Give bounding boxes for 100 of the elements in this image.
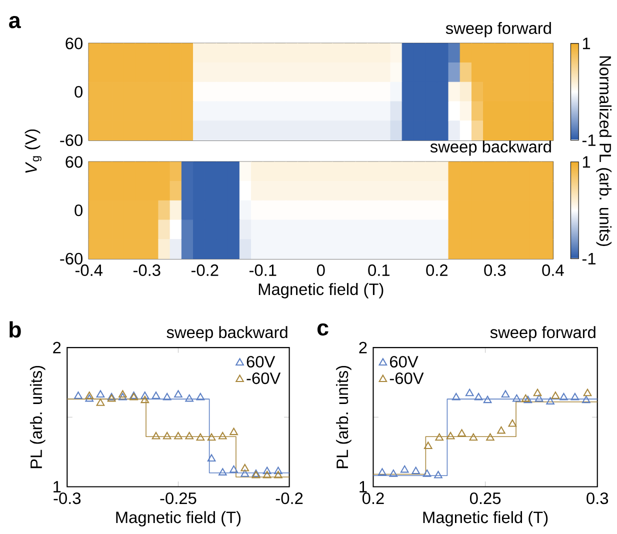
point [152, 391, 160, 399]
point [230, 428, 238, 436]
point [274, 466, 282, 474]
point [521, 394, 530, 402]
point [196, 433, 205, 441]
point [140, 391, 150, 399]
point [262, 466, 272, 474]
point [458, 429, 466, 436]
x-tick-label: -0.25 [160, 492, 196, 504]
chart-title: sweep forward [490, 326, 596, 342]
x-axis-title: Magnetic field (T) [258, 282, 384, 298]
point [501, 390, 510, 398]
color-bar-label: 1 [582, 38, 590, 49]
point [582, 396, 590, 404]
point [474, 392, 483, 400]
point [570, 392, 580, 400]
y-tick-label: 2 [53, 342, 61, 354]
point [422, 469, 432, 477]
point [546, 397, 554, 404]
point [534, 394, 544, 402]
color-bar-label: -1 [582, 252, 596, 264]
point [207, 454, 216, 462]
point [240, 469, 250, 477]
x-tick-label: -0.1 [249, 264, 276, 276]
point [118, 390, 127, 398]
x-tick-label: -0.3 [133, 264, 160, 276]
point [96, 398, 105, 406]
point [74, 391, 82, 399]
point [508, 419, 517, 427]
x-axis-title: Magnetic field (T) [423, 511, 548, 526]
y-axis-title: PL (arb. units) [30, 366, 46, 468]
x-tick-label: -0.2 [276, 492, 303, 504]
y-tick-label: 2 [359, 342, 367, 354]
x-tick-label: 0.3 [586, 492, 608, 504]
legend-label: 60V [246, 356, 276, 368]
text: c [317, 323, 328, 336]
legend-label: -60V [246, 372, 281, 384]
point [185, 394, 194, 402]
x-tick-label: 0.2 [426, 264, 448, 276]
y-tick-label: 0 [74, 86, 82, 98]
x-tick-label: -0.3 [54, 492, 81, 504]
color-bar-label: 1 [582, 156, 590, 168]
point [378, 468, 386, 476]
point [560, 392, 568, 400]
point [274, 470, 282, 478]
y-axis-title: V$_{g}$ (V) [24, 129, 42, 173]
x-axis-title: Magnetic field (T) [116, 511, 241, 526]
point [240, 464, 250, 472]
chart-title: sweep backward [166, 326, 288, 342]
x-tick-label: 0.3 [484, 264, 506, 276]
point [389, 469, 398, 477]
y-axis-title: PL (arb. units) [336, 366, 352, 468]
point [512, 394, 521, 402]
point [434, 470, 442, 478]
point [162, 392, 172, 400]
point [583, 388, 592, 396]
x-tick-label: 0.4 [542, 264, 564, 276]
point [533, 388, 542, 396]
x-tick-label: 0 [316, 264, 325, 276]
color-bar-title: Normalized PL (arb. units) [596, 56, 612, 246]
point [207, 433, 216, 441]
y-tick-label: 60 [66, 38, 82, 50]
point [162, 432, 172, 440]
point [196, 392, 205, 400]
point [174, 390, 182, 398]
point [185, 432, 194, 440]
point [486, 433, 494, 441]
point [118, 392, 127, 400]
chart-title: sweep forward [446, 22, 551, 38]
chart-title: sweep backward [430, 140, 551, 156]
point [435, 433, 444, 441]
x-tick-label: 0.2 [362, 492, 384, 504]
x-tick-label: 0.1 [368, 264, 390, 276]
x-tick-label: 0.25 [470, 492, 501, 504]
text: a [9, 16, 21, 28]
point [140, 396, 150, 404]
point [218, 432, 227, 440]
point [551, 391, 560, 399]
legend-label: -60V [390, 372, 424, 384]
y-tick-label: 60 [66, 156, 82, 168]
point [412, 466, 420, 474]
point [174, 432, 182, 440]
text: b [10, 321, 21, 338]
point [85, 391, 94, 399]
point [230, 465, 238, 473]
legend-label: 60V [390, 356, 418, 368]
x-tick-label: -0.4 [75, 264, 103, 276]
point [85, 394, 94, 402]
point [452, 392, 460, 400]
point [446, 432, 455, 440]
y-tick-label: 1 [54, 481, 61, 492]
point [465, 388, 474, 396]
point [469, 433, 478, 441]
point [262, 470, 272, 478]
y-tick-label: 0 [74, 204, 82, 216]
point [400, 465, 409, 473]
point [483, 396, 492, 404]
point [96, 390, 105, 398]
y-tick-label: -60 [60, 252, 82, 264]
y-tick-label: -60 [60, 134, 82, 146]
